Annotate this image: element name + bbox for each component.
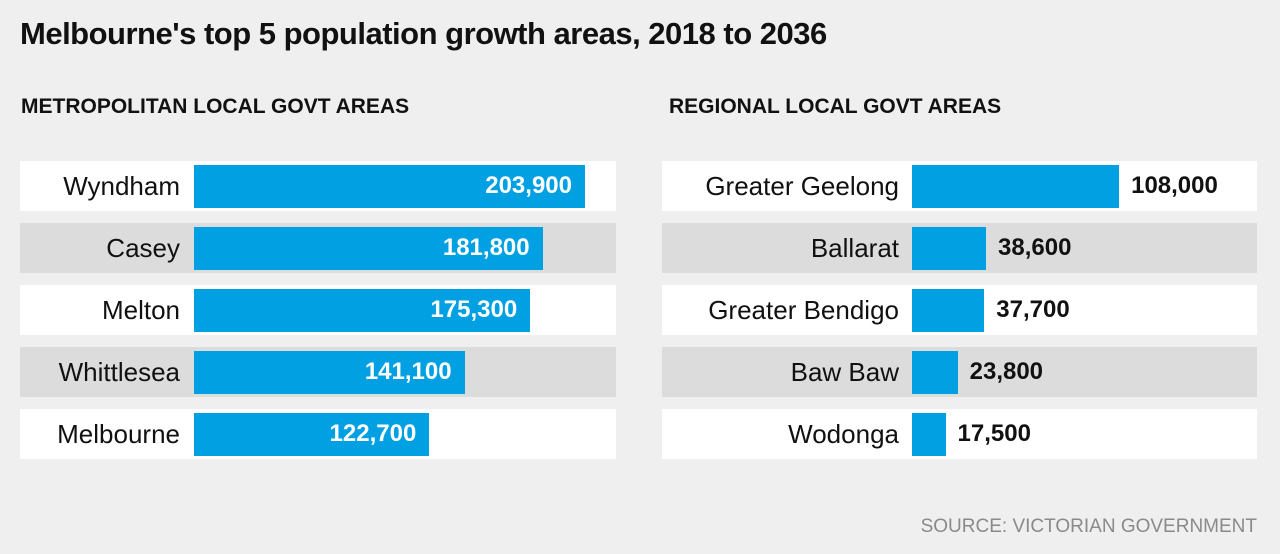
bar — [194, 165, 585, 208]
source-note: SOURCE: VICTORIAN GOVERNMENT — [920, 516, 1257, 537]
category-label: Wodonga — [788, 419, 899, 449]
data-label: 108,000 — [1131, 172, 1218, 199]
bar-row: Whittlesea 141,100 — [20, 347, 616, 397]
category-label: Baw Baw — [790, 357, 899, 387]
bar — [912, 413, 946, 456]
category-label: Whittlesea — [58, 357, 180, 387]
data-label: 181,800 — [442, 234, 530, 261]
category-label: Melton — [101, 295, 180, 325]
category-label: Casey — [106, 233, 180, 263]
bar-row: Baw Baw 23,800 — [662, 347, 1257, 397]
category-label: Melbourne — [57, 419, 180, 449]
data-label: 17,500 — [957, 420, 1031, 447]
data-label: 38,600 — [998, 234, 1072, 261]
data-label: 203,900 — [485, 172, 572, 199]
bar — [194, 289, 531, 332]
category-label: Ballarat — [810, 233, 899, 263]
bar — [194, 227, 543, 270]
bar-row: Wodonga 17,500 — [662, 409, 1257, 459]
category-label: Greater Bendigo — [708, 295, 899, 325]
bar-row: Ballarat 38,600 — [662, 223, 1257, 273]
bar-row: Wyndham 203,900 — [20, 161, 616, 211]
bar-row: Greater Bendigo 37,700 — [662, 285, 1257, 335]
bar-row: Greater Geelong 108,000 — [662, 161, 1257, 211]
bar-row: Melton 175,300 — [20, 285, 616, 335]
metro-section-title: METROPOLITAN LOCAL GOVT AREAS — [21, 95, 410, 118]
data-label: 175,300 — [430, 296, 518, 323]
bar-row: Melbourne 122,700 — [20, 409, 616, 459]
bar — [194, 351, 465, 394]
data-label: 23,800 — [969, 358, 1044, 385]
regional-section-title: REGIONAL LOCAL GOVT AREAS — [669, 95, 1002, 118]
category-label: Greater Geelong — [705, 171, 899, 201]
category-label: Wyndham — [63, 171, 180, 201]
bar — [912, 227, 987, 270]
bar — [194, 413, 430, 456]
bar — [912, 165, 1120, 208]
bar — [912, 351, 958, 394]
bar-row: Casey 181,800 — [20, 223, 616, 273]
bar — [912, 289, 985, 332]
data-label: 37,700 — [996, 296, 1070, 323]
data-label: 122,700 — [329, 420, 417, 447]
data-label: 141,100 — [364, 358, 452, 385]
chart-title: Melbourne's top 5 population growth area… — [20, 16, 827, 51]
